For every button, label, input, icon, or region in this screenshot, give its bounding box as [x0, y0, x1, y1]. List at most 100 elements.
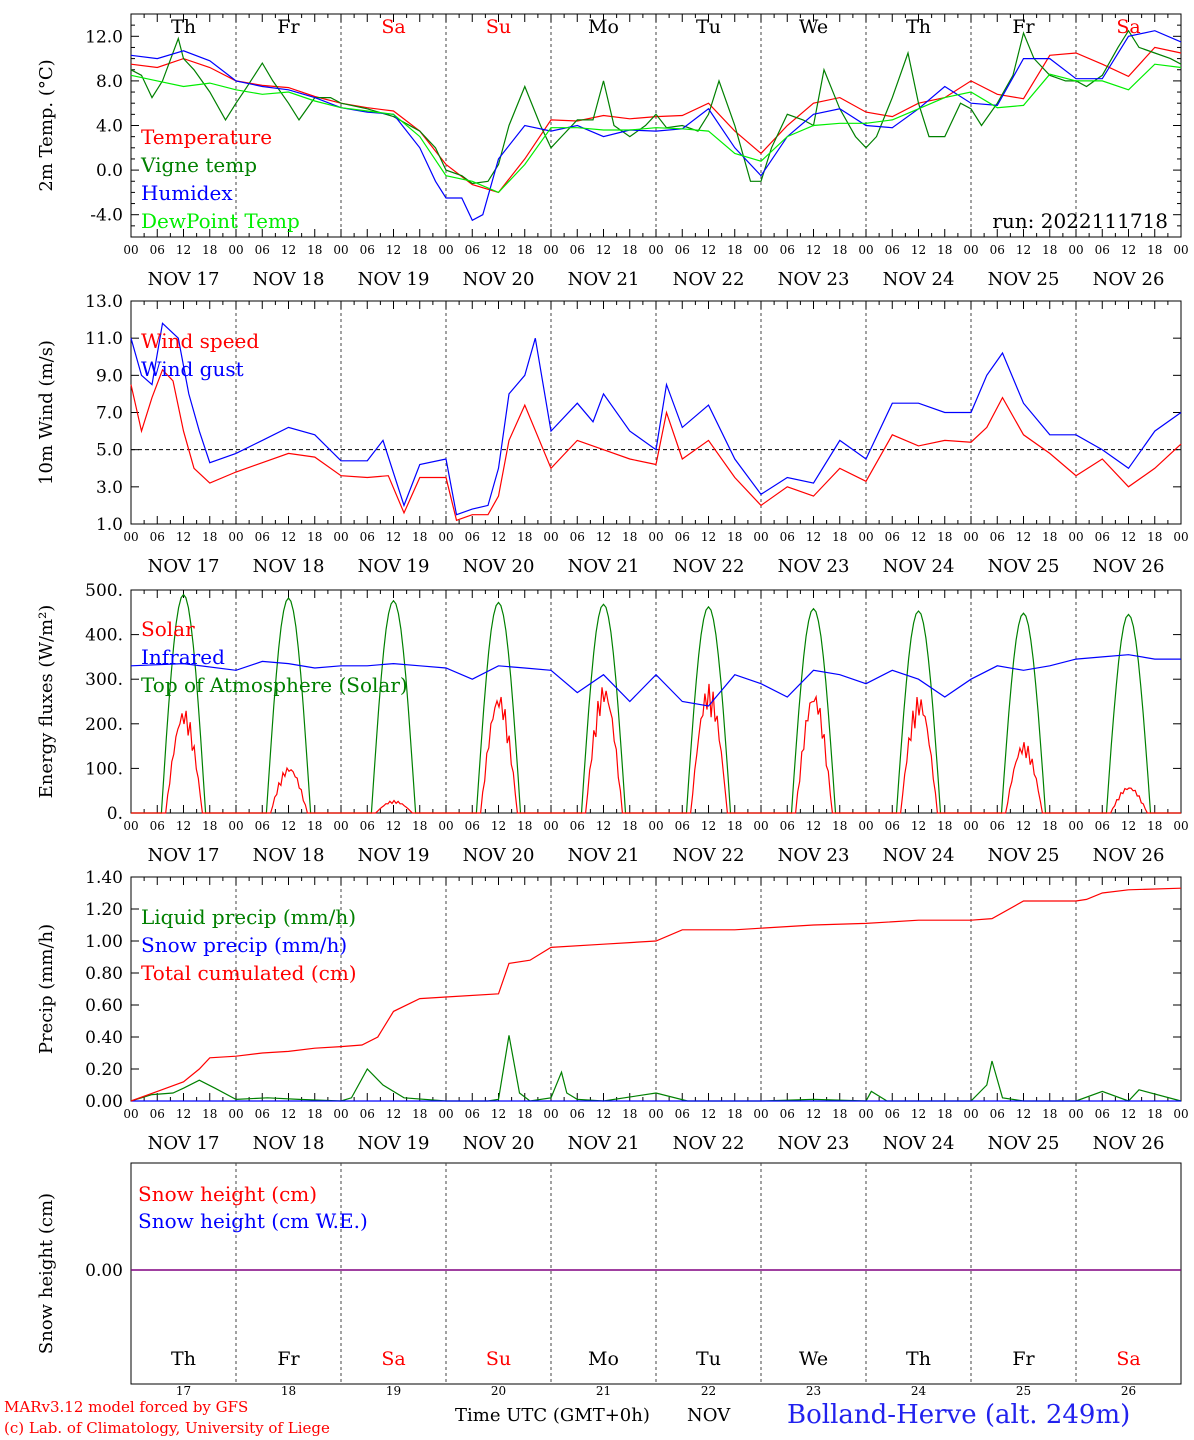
hour-tick-label: 00: [333, 1107, 348, 1121]
legend-entry: Vigne temp: [140, 153, 257, 177]
hour-tick-label: 00: [438, 819, 453, 833]
date-label: NOV 23: [778, 1133, 850, 1154]
hour-tick-label: 00: [648, 243, 663, 257]
hour-tick-label: 12: [1016, 1107, 1031, 1121]
date-label: NOV 25: [988, 1133, 1060, 1154]
hour-tick-label: 12: [806, 1107, 821, 1121]
weekday-label: Su: [486, 16, 511, 38]
hour-tick-label: 06: [360, 819, 375, 833]
hour-tick-label: 06: [675, 1107, 690, 1121]
hour-tick-label: 06: [780, 1107, 795, 1121]
date-label: NOV 20: [463, 845, 535, 866]
y-tick-label: 300.: [85, 670, 123, 690]
y-axis-label: Energy fluxes (W/m²): [36, 605, 57, 799]
station-name: Bolland-Herve (alt. 249m): [787, 1400, 1131, 1430]
hour-tick-label: 00: [123, 1107, 138, 1121]
hour-tick-label: 00: [123, 530, 138, 544]
hour-tick-label: 00: [858, 1107, 873, 1121]
hour-tick-label: 18: [412, 530, 427, 544]
hour-tick-label: 12: [701, 243, 716, 257]
date-label: NOV 23: [778, 845, 850, 866]
hour-tick-label: 18: [307, 1107, 322, 1121]
hour-tick-label: 12: [596, 1107, 611, 1121]
hour-tick-label: 12: [911, 530, 926, 544]
date-label: NOV 24: [883, 269, 955, 290]
hour-tick-label: 12: [176, 243, 191, 257]
hour-tick-label: 06: [150, 1107, 165, 1121]
hour-tick-label: 12: [491, 819, 506, 833]
day-number-label: 19: [386, 1384, 401, 1398]
hour-tick-label: 00: [543, 243, 558, 257]
y-tick-label: 0.: [107, 804, 123, 824]
hour-tick-label: 18: [307, 530, 322, 544]
hour-tick-label: 12: [701, 1107, 716, 1121]
hour-tick-label: 18: [622, 243, 637, 257]
y-tick-label: 100.: [85, 759, 123, 779]
hour-tick-label: 12: [1121, 243, 1136, 257]
y-tick-label: 7.0: [96, 404, 123, 424]
date-label: NOV 22: [673, 269, 745, 290]
date-label: NOV 25: [988, 845, 1060, 866]
hour-tick-label: 18: [202, 819, 217, 833]
legend-entry: Wind speed: [141, 329, 259, 353]
hour-tick-label: 12: [806, 243, 821, 257]
hour-tick-label: 06: [570, 530, 585, 544]
legend-entry: Wind gust: [141, 357, 244, 381]
hour-tick-label: 06: [1095, 1107, 1110, 1121]
y-tick-label: 3.0: [96, 478, 123, 498]
date-label: NOV 22: [673, 1133, 745, 1154]
hour-tick-label: 06: [570, 243, 585, 257]
hour-tick-label: 12: [806, 819, 821, 833]
series-line-infrared: [130, 654, 1181, 707]
hour-tick-label: 00: [228, 243, 243, 257]
date-label: NOV 26: [1093, 556, 1165, 577]
weekday-label: We: [799, 1348, 828, 1370]
hour-tick-label: 18: [937, 1107, 952, 1121]
series-line-precip-0: [130, 1035, 1182, 1102]
hour-tick-label: 12: [596, 243, 611, 257]
run-label: run: 2022111718: [992, 209, 1168, 233]
hour-tick-label: 18: [202, 243, 217, 257]
hour-tick-label: 12: [1121, 1107, 1136, 1121]
hour-tick-label: 06: [465, 530, 480, 544]
date-label: NOV 17: [148, 845, 220, 866]
hour-tick-label: 06: [570, 1107, 585, 1121]
hour-tick-label: 06: [255, 819, 270, 833]
hour-tick-label: 12: [1121, 819, 1136, 833]
weekday-label: Sa: [1116, 16, 1140, 38]
hour-tick-label: 18: [307, 243, 322, 257]
date-label: NOV 23: [778, 269, 850, 290]
series-line-temp-0: [130, 46, 1182, 194]
hour-tick-label: 00: [963, 1107, 978, 1121]
date-label: NOV 17: [148, 1133, 220, 1154]
hour-tick-label: 00: [1173, 530, 1188, 544]
hour-tick-label: 12: [701, 530, 716, 544]
date-label: NOV 26: [1093, 1133, 1165, 1154]
day-number-label: 18: [281, 1384, 296, 1398]
hour-tick-label: 00: [858, 530, 873, 544]
hour-tick-label: 18: [832, 243, 847, 257]
hour-tick-label: 18: [727, 243, 742, 257]
series-line-temp-3: [130, 63, 1182, 194]
hour-tick-label: 06: [150, 530, 165, 544]
legend-entry: DewPoint Temp: [141, 209, 300, 233]
legend-entry: Top of Atmosphere (Solar): [141, 673, 408, 697]
hour-tick-label: 12: [176, 530, 191, 544]
hour-tick-label: 18: [412, 819, 427, 833]
hour-tick-label: 18: [1147, 819, 1162, 833]
hour-tick-label: 12: [281, 1107, 296, 1121]
date-label: NOV 24: [883, 1133, 955, 1154]
hour-tick-label: 12: [491, 1107, 506, 1121]
series-line-solar: [131, 683, 1181, 814]
hour-tick-label: 12: [596, 530, 611, 544]
hour-tick-label: 06: [675, 530, 690, 544]
y-tick-label: 0.00: [85, 1092, 123, 1112]
y-tick-label: 0.40: [85, 1028, 123, 1048]
weekday-label: Th: [906, 16, 931, 38]
hour-tick-label: 00: [648, 1107, 663, 1121]
hour-tick-label: 18: [832, 819, 847, 833]
hour-tick-label: 18: [1042, 819, 1057, 833]
day-number-label: 21: [596, 1384, 611, 1398]
date-label: NOV 22: [673, 845, 745, 866]
